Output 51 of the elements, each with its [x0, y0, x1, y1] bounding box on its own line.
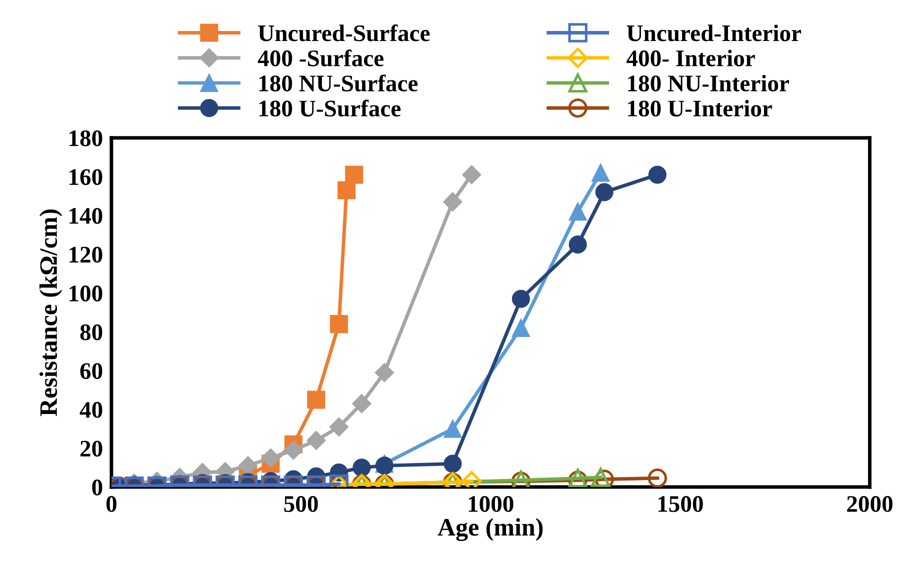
point	[284, 440, 303, 460]
point	[648, 166, 666, 184]
legend-label: 180 NU-Interior	[628, 74, 789, 92]
legend-label: Uncured-Interior	[626, 24, 802, 42]
point	[590, 468, 610, 487]
legend-label: 180 NU-Surface	[259, 74, 418, 92]
y-tick-label: 140	[70, 208, 102, 224]
point	[444, 454, 462, 473]
y-tick-label: 40	[80, 402, 102, 418]
y-tick-label: 20	[80, 440, 102, 457]
y-tick-label: 180	[70, 130, 102, 146]
legend-label: 180 U-Interior	[628, 100, 772, 117]
x-axis-title: Age (min)	[438, 518, 543, 542]
point	[592, 164, 610, 182]
point	[306, 430, 326, 450]
point	[512, 318, 530, 337]
point	[595, 183, 614, 202]
point	[462, 165, 482, 184]
y-tick-label: 160	[70, 169, 102, 186]
point	[443, 192, 462, 212]
y-tick-label: 0	[92, 480, 102, 496]
point	[238, 456, 258, 476]
y-tick-label: 120	[70, 246, 102, 263]
point	[261, 448, 280, 468]
point	[648, 468, 668, 488]
point	[330, 315, 348, 334]
point	[374, 363, 394, 382]
y-axis-title: Resistance (kΩ/cm)	[39, 209, 62, 416]
y-tick-label: 80	[80, 324, 102, 340]
x-tick-label: 1000	[468, 496, 514, 512]
point	[345, 166, 364, 184]
point	[512, 290, 530, 308]
point	[307, 390, 326, 409]
point	[375, 456, 394, 475]
y-tick-label: 100	[70, 286, 102, 302]
x-tick-label: 2000	[847, 496, 892, 512]
point	[329, 417, 348, 436]
point	[337, 181, 356, 200]
legend-label: 400- Interior	[626, 50, 755, 66]
point	[352, 458, 371, 477]
point	[568, 236, 587, 254]
y-tick-label: 60	[80, 363, 102, 380]
legend-label: 180 U-Surface	[259, 100, 401, 117]
legend-label: Uncured-Surface	[258, 24, 430, 42]
point	[352, 394, 372, 414]
legend-label: 400 -Surface	[258, 49, 384, 66]
x-tick-label: 500	[284, 496, 318, 512]
point	[568, 202, 587, 221]
x-tick-label: 1500	[658, 496, 703, 512]
x-tick-label: 0	[106, 496, 116, 512]
point	[444, 420, 462, 438]
